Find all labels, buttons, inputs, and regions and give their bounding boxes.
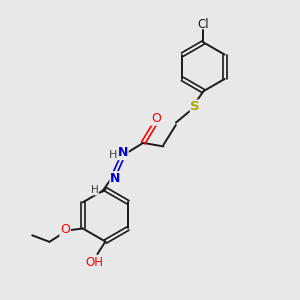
Text: O: O	[151, 112, 161, 125]
Text: N: N	[110, 172, 120, 185]
Text: N: N	[118, 146, 128, 160]
Text: S: S	[190, 100, 200, 113]
Text: OH: OH	[85, 256, 103, 269]
Text: O: O	[60, 224, 70, 236]
Text: H: H	[109, 150, 118, 160]
Text: Cl: Cl	[198, 18, 209, 31]
Text: H: H	[91, 185, 98, 195]
